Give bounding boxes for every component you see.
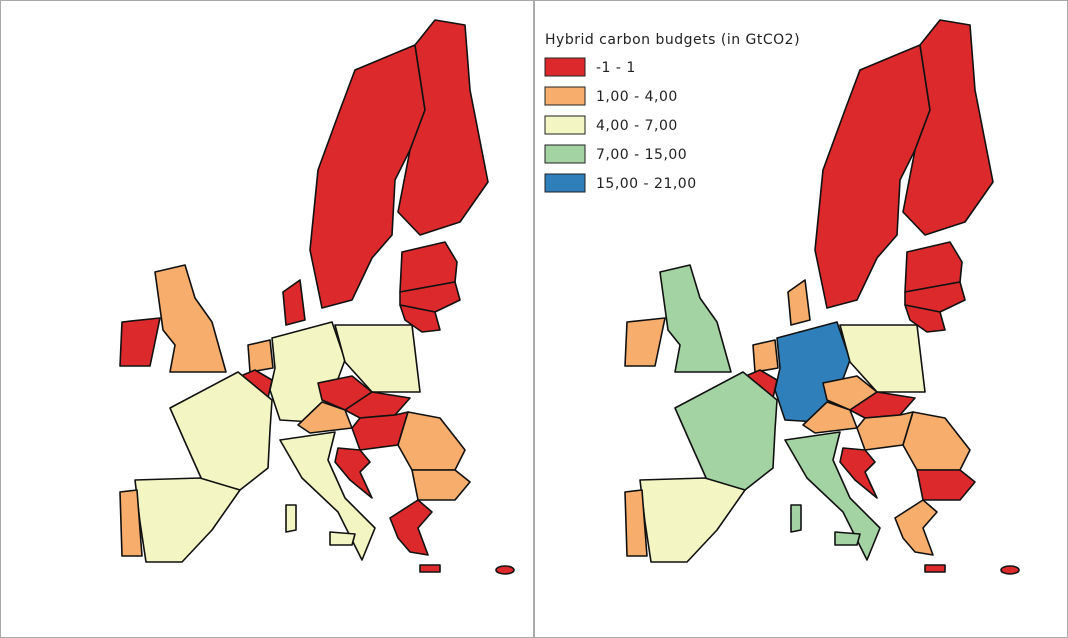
country bbox=[334, 324, 421, 393]
country bbox=[334, 447, 373, 499]
country bbox=[624, 489, 648, 557]
country bbox=[639, 477, 746, 563]
country bbox=[399, 241, 458, 293]
country bbox=[904, 241, 963, 293]
country bbox=[916, 469, 976, 501]
country bbox=[285, 504, 297, 533]
country bbox=[894, 499, 938, 556]
country bbox=[134, 477, 241, 563]
country bbox=[411, 469, 471, 501]
country bbox=[399, 281, 461, 313]
country bbox=[849, 391, 916, 419]
legend-swatch bbox=[544, 115, 586, 135]
country bbox=[495, 565, 515, 575]
country bbox=[902, 19, 994, 236]
country bbox=[247, 339, 274, 373]
country bbox=[279, 431, 376, 561]
legend: Hybrid carbon budgets (in GtCO2) -1 - 1 1… bbox=[544, 32, 800, 193]
country bbox=[399, 304, 441, 333]
country bbox=[674, 371, 778, 491]
country bbox=[119, 317, 161, 367]
right-map bbox=[624, 19, 1020, 575]
country bbox=[839, 324, 926, 393]
country bbox=[297, 401, 353, 434]
legend-swatch bbox=[544, 86, 586, 106]
country bbox=[119, 489, 143, 557]
legend-label: 4,00 - 7,00 bbox=[596, 118, 678, 134]
country bbox=[1000, 565, 1020, 575]
country bbox=[790, 504, 802, 533]
legend-label: 15,00 - 21,00 bbox=[596, 176, 697, 192]
legend-label: -1 - 1 bbox=[596, 60, 636, 76]
country bbox=[659, 264, 732, 373]
country bbox=[802, 401, 858, 434]
country bbox=[397, 19, 489, 236]
country bbox=[624, 317, 666, 367]
country bbox=[282, 279, 306, 326]
country bbox=[924, 564, 946, 573]
country bbox=[839, 447, 878, 499]
country bbox=[169, 371, 273, 491]
country bbox=[389, 499, 433, 556]
country bbox=[904, 304, 946, 333]
country bbox=[329, 531, 356, 546]
legend-label: 7,00 - 15,00 bbox=[596, 147, 687, 163]
country bbox=[419, 564, 441, 573]
legend-swatch bbox=[544, 57, 586, 77]
country bbox=[784, 431, 881, 561]
country bbox=[904, 281, 966, 313]
legend-swatch bbox=[544, 144, 586, 164]
country bbox=[344, 391, 411, 419]
country bbox=[752, 339, 779, 373]
left-map bbox=[119, 19, 515, 575]
legend-label: 1,00 - 4,00 bbox=[596, 89, 678, 105]
country bbox=[787, 279, 811, 326]
legend-swatch bbox=[544, 173, 586, 193]
country bbox=[834, 531, 861, 546]
country bbox=[154, 264, 227, 373]
legend-title: Hybrid carbon budgets (in GtCO2) bbox=[545, 32, 800, 48]
